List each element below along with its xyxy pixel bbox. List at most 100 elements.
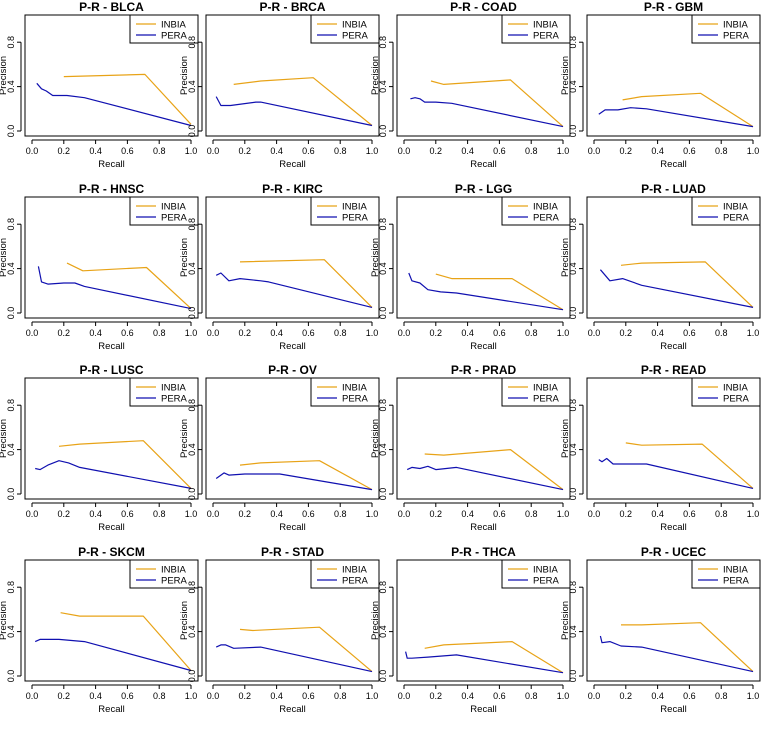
y-tick-label: 0.8: [378, 399, 388, 412]
x-tick-label: 0.0: [398, 328, 411, 338]
x-tick-label: 0.2: [620, 146, 633, 156]
x-tick-label: 0.2: [430, 691, 443, 701]
legend-box: [129, 14, 199, 44]
x-tick-label: 0.8: [153, 509, 166, 519]
y-tick-label: 0.0: [187, 125, 197, 138]
x-tick-label: 0.4: [89, 328, 102, 338]
panel-luad: P-R - LUAD 0.0 0.2 0.4 0.6 0.8 1.0 Recall 0.0 0.4…: [560, 182, 761, 352]
x-tick-label: 0.6: [493, 328, 506, 338]
x-tick-label: 0.8: [153, 328, 166, 338]
y-tick-label: 0.0: [568, 125, 578, 138]
x-tick-label: 0.4: [651, 509, 664, 519]
series-line-pera: [37, 266, 192, 310]
x-tick-label: 0.6: [302, 328, 315, 338]
legend-label-pera: PERA: [161, 213, 188, 224]
panel-title: P-R - BLCA: [79, 0, 144, 14]
y-tick-label: 0.8: [187, 399, 197, 412]
y-axis-label: Precision: [560, 238, 571, 277]
legend-box: [691, 14, 761, 44]
y-axis-label: Precision: [179, 601, 190, 640]
x-tick-label: 1.0: [366, 146, 379, 156]
y-tick-label: 0.4: [568, 262, 578, 275]
x-tick-label: 0.6: [121, 328, 134, 338]
series-line-inbia: [424, 640, 564, 674]
x-tick-label: 0.8: [153, 691, 166, 701]
legend-label-pera: PERA: [533, 394, 560, 405]
panel-stad: P-R - STAD 0.0 0.2 0.4 0.6 0.8 1.0 Recall 0.0 0.4…: [179, 545, 380, 715]
x-tick-label: 0.0: [398, 691, 411, 701]
series-line-inbia: [622, 92, 754, 128]
legend-label-inbia: INBIA: [342, 202, 367, 213]
x-tick-label: 0.6: [683, 691, 696, 701]
series-line-pera: [599, 269, 754, 308]
y-tick-label: 0.0: [6, 307, 16, 320]
y-tick-label: 0.4: [187, 443, 197, 456]
series-line-pera: [598, 107, 754, 128]
y-axis-label: Precision: [560, 601, 571, 640]
panel-brca: P-R - BRCA 0.0 0.2 0.4 0.6 0.8 1.0 Recall 0.0 0.4…: [179, 0, 380, 170]
panel-lusc: P-R - LUSC 0.0 0.2 0.4 0.6 0.8 1.0 Recall 0.0 0.4…: [0, 363, 199, 533]
legend-label-pera: PERA: [342, 213, 369, 224]
series-line-pera: [405, 651, 564, 674]
x-tick-label: 0.8: [525, 146, 538, 156]
legend-label-inbia: INBIA: [723, 383, 748, 394]
panel-read: P-R - READ 0.0 0.2 0.4 0.6 0.8 1.0 Recall 0.0 0.4…: [560, 363, 761, 533]
panel-title: P-R - READ: [641, 363, 707, 377]
legend-label-inbia: INBIA: [161, 383, 186, 394]
y-tick-label: 0.0: [187, 670, 197, 683]
y-tick-label: 0.8: [187, 581, 197, 594]
panel-coad: P-R - COAD 0.0 0.2 0.4 0.6 0.8 1.0 Recall 0.0 0.4…: [370, 0, 571, 170]
legend-label-pera: PERA: [161, 394, 188, 405]
x-tick-label: 0.6: [121, 691, 134, 701]
plot-frame: [396, 14, 571, 137]
y-tick-label: 0.4: [568, 443, 578, 456]
y-tick-label: 0.8: [378, 36, 388, 49]
y-tick-label: 0.0: [568, 307, 578, 320]
x-axis-label: Recall: [279, 522, 305, 533]
y-tick-label: 0.4: [187, 262, 197, 275]
legend-box: [129, 196, 199, 226]
panel-title: P-R - UCEC: [641, 545, 707, 559]
x-tick-label: 0.8: [715, 146, 728, 156]
panel-thca: P-R - THCA 0.0 0.2 0.4 0.6 0.8 1.0 Recall 0.0 0.4…: [370, 545, 571, 715]
panel-title: P-R - OV: [268, 363, 317, 377]
x-tick-label: 0.0: [207, 691, 220, 701]
y-tick-label: 0.4: [378, 443, 388, 456]
x-tick-label: 1.0: [557, 328, 570, 338]
x-tick-label: 0.8: [525, 509, 538, 519]
x-tick-label: 1.0: [185, 509, 198, 519]
x-tick-label: 0.8: [715, 328, 728, 338]
x-tick-label: 1.0: [557, 509, 570, 519]
y-tick-label: 0.0: [378, 307, 388, 320]
panel-kirc: P-R - KIRC 0.0 0.2 0.4 0.6 0.8 1.0 Recall 0.0 0.4…: [179, 182, 380, 352]
series-line-pera: [410, 97, 564, 128]
y-tick-label: 0.8: [6, 581, 16, 594]
y-tick-label: 0.0: [568, 670, 578, 683]
legend-label-pera: PERA: [533, 576, 560, 587]
panel-title: P-R - BRCA: [260, 0, 326, 14]
x-tick-label: 0.2: [58, 509, 71, 519]
plot-frame: [396, 196, 571, 319]
legend-label-inbia: INBIA: [533, 565, 558, 576]
legend-label-pera: PERA: [161, 576, 188, 587]
x-axis-label: Recall: [98, 704, 124, 715]
plot-frame: [24, 559, 199, 682]
x-tick-label: 0.4: [461, 691, 474, 701]
x-tick-label: 0.4: [270, 509, 283, 519]
x-tick-label: 0.2: [239, 146, 252, 156]
x-tick-label: 0.4: [651, 146, 664, 156]
legend-label-inbia: INBIA: [723, 20, 748, 31]
legend-label-pera: PERA: [342, 394, 369, 405]
series-line-pera: [215, 644, 373, 673]
y-tick-label: 0.4: [6, 625, 16, 638]
x-tick-label: 0.0: [398, 509, 411, 519]
legend-label-inbia: INBIA: [533, 20, 558, 31]
x-tick-label: 0.6: [121, 509, 134, 519]
y-axis-label: Precision: [560, 56, 571, 95]
x-tick-label: 0.8: [715, 691, 728, 701]
y-tick-label: 0.0: [187, 307, 197, 320]
